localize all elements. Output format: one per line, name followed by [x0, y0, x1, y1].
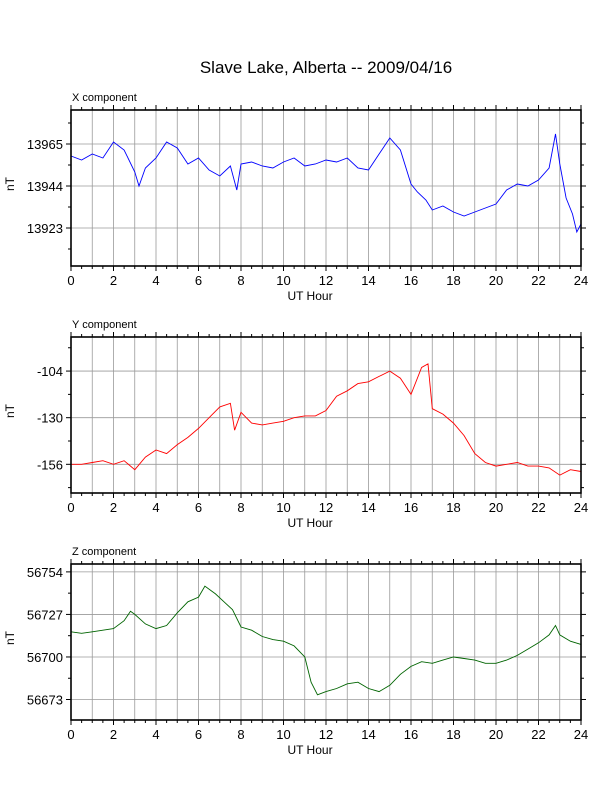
y-x-tick-label: 18: [446, 500, 460, 515]
x-component-label: X component: [72, 92, 137, 104]
y-y-tick-label: -104: [37, 364, 63, 379]
x-x-tick-label: 24: [574, 273, 588, 288]
x-x-tick-label: 6: [195, 273, 202, 288]
z-y-tick-label: 56727: [27, 607, 63, 622]
x-series-line: [70, 133, 582, 234]
z-y-tick-label: 56673: [27, 693, 63, 708]
z-x-tick-label: 4: [152, 727, 159, 742]
y-x-tick-label: 10: [276, 500, 290, 515]
x-x-tick-label: 12: [319, 273, 333, 288]
x-x-tick-label: 10: [276, 273, 290, 288]
y-x-tick-label: 4: [152, 500, 159, 515]
z-y-tick-label: 56700: [27, 650, 63, 665]
x-y-tick-label: 13923: [27, 221, 63, 236]
z-x-tick-label: 2: [110, 727, 117, 742]
z-x-tick-label: 20: [489, 727, 503, 742]
z-x-axis-label: UT Hour: [287, 743, 332, 757]
y-series-line: [71, 363, 582, 476]
x-x-tick-label: 4: [152, 273, 159, 288]
z-component-chart: 0 2 4 6 8 10 12 14 16 18 20 22 245667356700567275675…: [3, 559, 588, 757]
x-x-tick-label: 0: [67, 273, 74, 288]
y-component-panel: Y component 0 2 4 6 8 10 12 14 16 18 20 22 24 -156 -13…: [0, 315, 612, 535]
y-x-tick-label: 22: [531, 500, 545, 515]
x-x-tick-label: 16: [404, 273, 418, 288]
x-x-axis-label: UT Hour: [287, 289, 332, 303]
y-x-axis-label: UT Hour: [287, 516, 332, 530]
z-x-tick-label: 12: [319, 727, 333, 742]
y-x-tick-label: 12: [319, 500, 333, 515]
y-x-tick-label: 16: [404, 500, 418, 515]
z-series-line: [70, 585, 582, 696]
y-x-tick-label: 20: [489, 500, 503, 515]
y-y-tick-label: -156: [37, 457, 63, 472]
y-x-tick-label: 14: [361, 500, 375, 515]
y-x-tick-label: 24: [574, 500, 588, 515]
x-y-axis-label: nT: [3, 176, 17, 191]
y-x-tick-label: 0: [67, 500, 74, 515]
x-x-tick-label: 8: [237, 273, 244, 288]
y-x-tick-label: 8: [237, 500, 244, 515]
z-x-tick-label: 18: [446, 727, 460, 742]
x-x-tick-label: 20: [489, 273, 503, 288]
x-x-tick-label: 18: [446, 273, 460, 288]
y-y-axis-label: nT: [3, 403, 17, 418]
z-x-tick-label: 0: [67, 727, 74, 742]
z-y-tick-label: 56754: [27, 565, 63, 580]
z-x-tick-label: 14: [361, 727, 375, 742]
y-x-tick-label: 2: [110, 500, 117, 515]
x-component-panel: X component 0 2 4 6 8 10 12 14 16 18 20 22 24 13923 13…: [0, 88, 612, 308]
x-x-tick-label: 2: [110, 273, 117, 288]
z-x-tick-label: 24: [574, 727, 588, 742]
y-y-tick-label: -130: [37, 411, 63, 426]
z-component-label: Z component: [72, 546, 137, 558]
z-x-tick-label: 10: [276, 727, 290, 742]
z-y-axis-label: nT: [3, 630, 17, 645]
x-y-tick-label: 13944: [27, 179, 63, 194]
y-x-tick-label: 6: [195, 500, 202, 515]
x-x-tick-label: 14: [361, 273, 375, 288]
y-component-label: Y component: [72, 319, 137, 331]
z-x-tick-label: 8: [237, 727, 244, 742]
x-y-tick-label: 13965: [27, 137, 63, 152]
z-component-panel: Z component 0 2 4 6 8 10 12 14 16 18 20 22 24 56673 56…: [0, 542, 612, 762]
x-x-tick-label: 22: [531, 273, 545, 288]
z-x-tick-label: 16: [404, 727, 418, 742]
z-x-tick-label: 22: [531, 727, 545, 742]
page-title: Slave Lake, Alberta -- 2009/04/16: [199, 58, 453, 77]
z-x-tick-label: 6: [195, 727, 202, 742]
